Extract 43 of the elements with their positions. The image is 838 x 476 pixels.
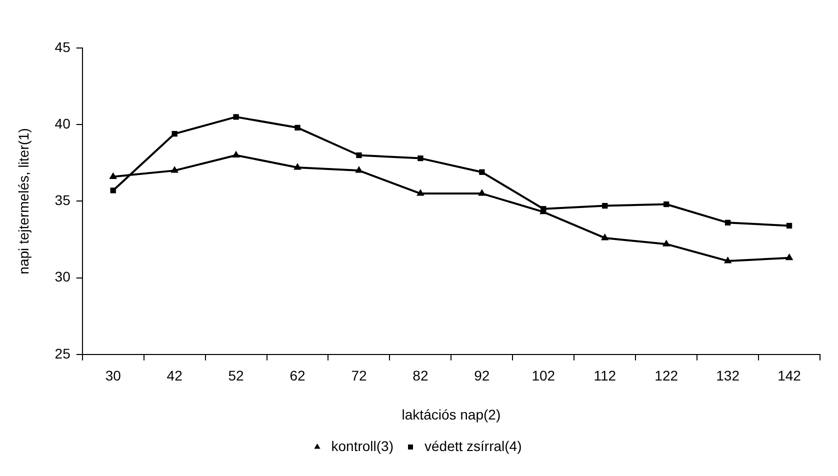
point	[724, 220, 731, 226]
y-tick-label: 40	[54, 115, 71, 132]
point	[233, 114, 239, 120]
x-tick-label: 122	[654, 368, 678, 384]
point	[110, 188, 116, 194]
point	[600, 233, 609, 240]
y-axis-title: napi tejtermelés, liter(1)	[15, 128, 32, 274]
x-tick-label: 72	[351, 368, 367, 384]
point	[602, 202, 608, 209]
x-tick-label: 112	[594, 368, 616, 384]
x-tick-label: 62	[290, 368, 306, 384]
x-tick-label: 102	[532, 368, 556, 384]
point	[356, 152, 362, 158]
point	[724, 256, 732, 264]
x-tick-label: 30	[105, 368, 122, 384]
x-tick-label: 92	[474, 368, 490, 384]
x-tick-label: 42	[166, 368, 183, 384]
point	[294, 124, 300, 130]
point	[479, 169, 485, 175]
point	[294, 162, 302, 170]
x-tick-label: 52	[228, 368, 244, 384]
point	[662, 240, 670, 246]
point	[170, 166, 178, 173]
x-axis-title: laktációs nap(2)	[402, 406, 501, 422]
point	[232, 150, 240, 158]
point	[478, 189, 486, 196]
legend-label: védett zsírral(4)	[424, 438, 522, 454]
x-tick-label: 82	[412, 368, 428, 384]
point	[418, 155, 424, 162]
y-tick-label: 45	[54, 38, 71, 55]
point	[664, 201, 670, 208]
x-tick-label: 142	[778, 368, 802, 384]
point	[416, 189, 424, 196]
point	[109, 172, 118, 179]
point	[785, 253, 794, 260]
point	[355, 166, 363, 173]
y-tick-label: 30	[54, 268, 71, 285]
y-tick-label: 25	[54, 345, 71, 362]
point	[786, 222, 792, 229]
y-tick-label: 35	[54, 192, 71, 208]
legend-label: kontroll(3)	[331, 438, 394, 454]
x-tick-label: 132	[716, 368, 740, 384]
point	[172, 130, 178, 137]
